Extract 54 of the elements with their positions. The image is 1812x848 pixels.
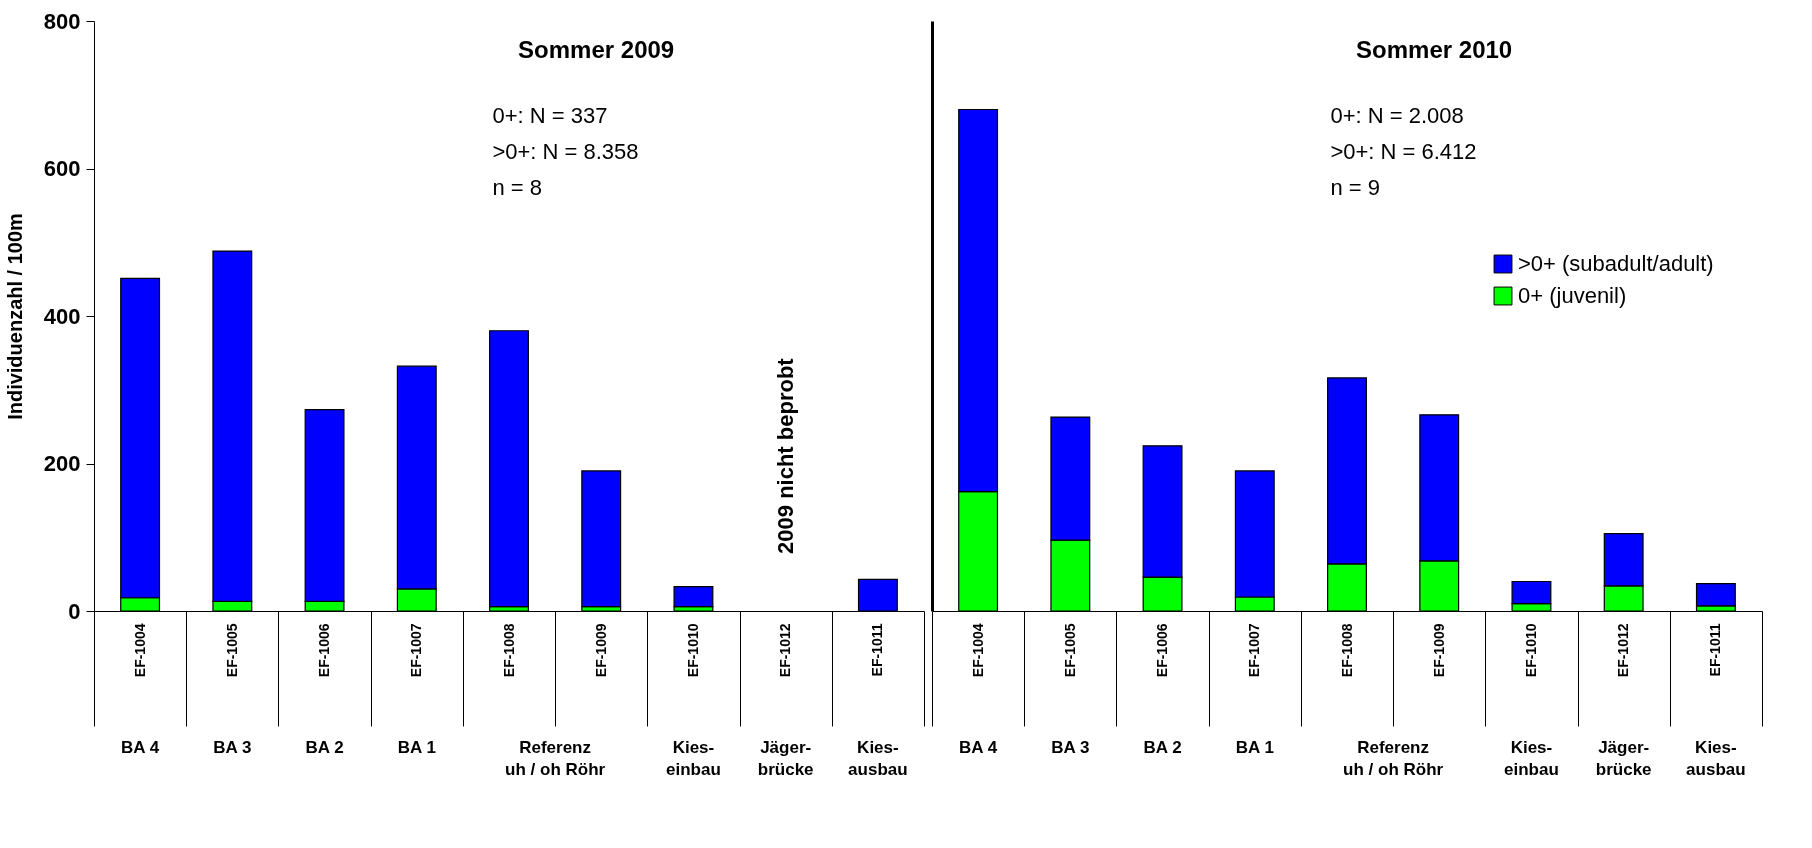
x-tick-label: EF-1010	[684, 623, 701, 678]
text: Kies- ausbau	[1686, 738, 1746, 779]
text: Sommer 2009	[518, 36, 675, 63]
text: Kies- einbau	[666, 738, 721, 779]
text: Kies- ausbau	[848, 738, 908, 779]
legend-label: >0+ (subadult/adult)	[1518, 251, 1714, 276]
bar	[673, 586, 714, 608]
annotation: 0+: N = 2.008	[1330, 103, 1464, 128]
y-tick-label: 0	[68, 598, 81, 624]
annotation: >0+: N = 6.412	[1330, 139, 1477, 164]
annotation: >0+: N = 8.358	[492, 139, 639, 164]
x-tick-label: EF-1009	[592, 623, 609, 678]
x-tick-label: EF-1007	[1246, 623, 1263, 678]
x-tick-label: EF-1004	[969, 623, 986, 678]
text: BA 1	[1235, 738, 1274, 757]
text: Sommer 2010	[1356, 36, 1513, 63]
text: BA 3	[1051, 738, 1090, 757]
text: BA 1	[397, 738, 436, 757]
legend-label: 0+ (juvenil)	[1518, 283, 1627, 308]
x-tick-label: EF-1010	[1522, 623, 1539, 678]
text: BA 2	[1143, 738, 1182, 757]
x-tick-label: EF-1006	[316, 623, 333, 678]
bar	[581, 470, 622, 608]
annotation: 2009 nicht beprobt	[772, 357, 798, 554]
y-tick-label: 600	[43, 156, 81, 181]
x-tick-label: EF-1011	[1707, 623, 1724, 677]
text: BA 3	[213, 738, 252, 757]
text: BA 4	[121, 738, 160, 757]
text: BA 2	[305, 738, 344, 757]
x-tick-label: EF-1012	[777, 623, 794, 678]
x-tick-label: EF-1012	[1615, 623, 1632, 678]
x-tick-label: EF-1005	[223, 623, 240, 678]
y-axis-title: Individuenzahl / 100m	[3, 213, 26, 420]
text: Jäger- brücke	[1595, 738, 1652, 779]
text: Referenz uh / oh Röhr	[1343, 738, 1444, 779]
annotation: 0+: N = 337	[492, 103, 608, 128]
x-tick-label: EF-1004	[131, 623, 148, 678]
annotation: n = 9	[1330, 175, 1380, 200]
x-tick-label: EF-1008	[500, 623, 517, 678]
text: Referenz uh / oh Röhr	[505, 738, 606, 779]
annotation: n = 8	[492, 175, 542, 200]
y-tick-label: 800	[43, 8, 81, 34]
text: Jäger- brücke	[757, 738, 814, 779]
y-tick-label: 400	[43, 303, 81, 329]
x-tick-label: EF-1007	[408, 623, 425, 678]
x-tick-label: EF-1009	[1430, 623, 1447, 678]
x-tick-label: EF-1005	[1061, 623, 1078, 678]
x-tick-label: EF-1011	[869, 623, 886, 677]
bar	[489, 330, 529, 608]
x-tick-label: EF-1006	[1154, 623, 1171, 678]
text: Kies- einbau	[1504, 738, 1559, 779]
y-tick-label: 200	[43, 451, 81, 476]
text: BA 4	[959, 738, 998, 757]
x-tick-label: EF-1008	[1338, 623, 1355, 678]
